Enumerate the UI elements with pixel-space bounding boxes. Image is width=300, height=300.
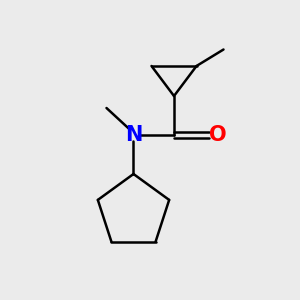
Text: O: O (209, 125, 226, 145)
Text: N: N (125, 125, 142, 145)
